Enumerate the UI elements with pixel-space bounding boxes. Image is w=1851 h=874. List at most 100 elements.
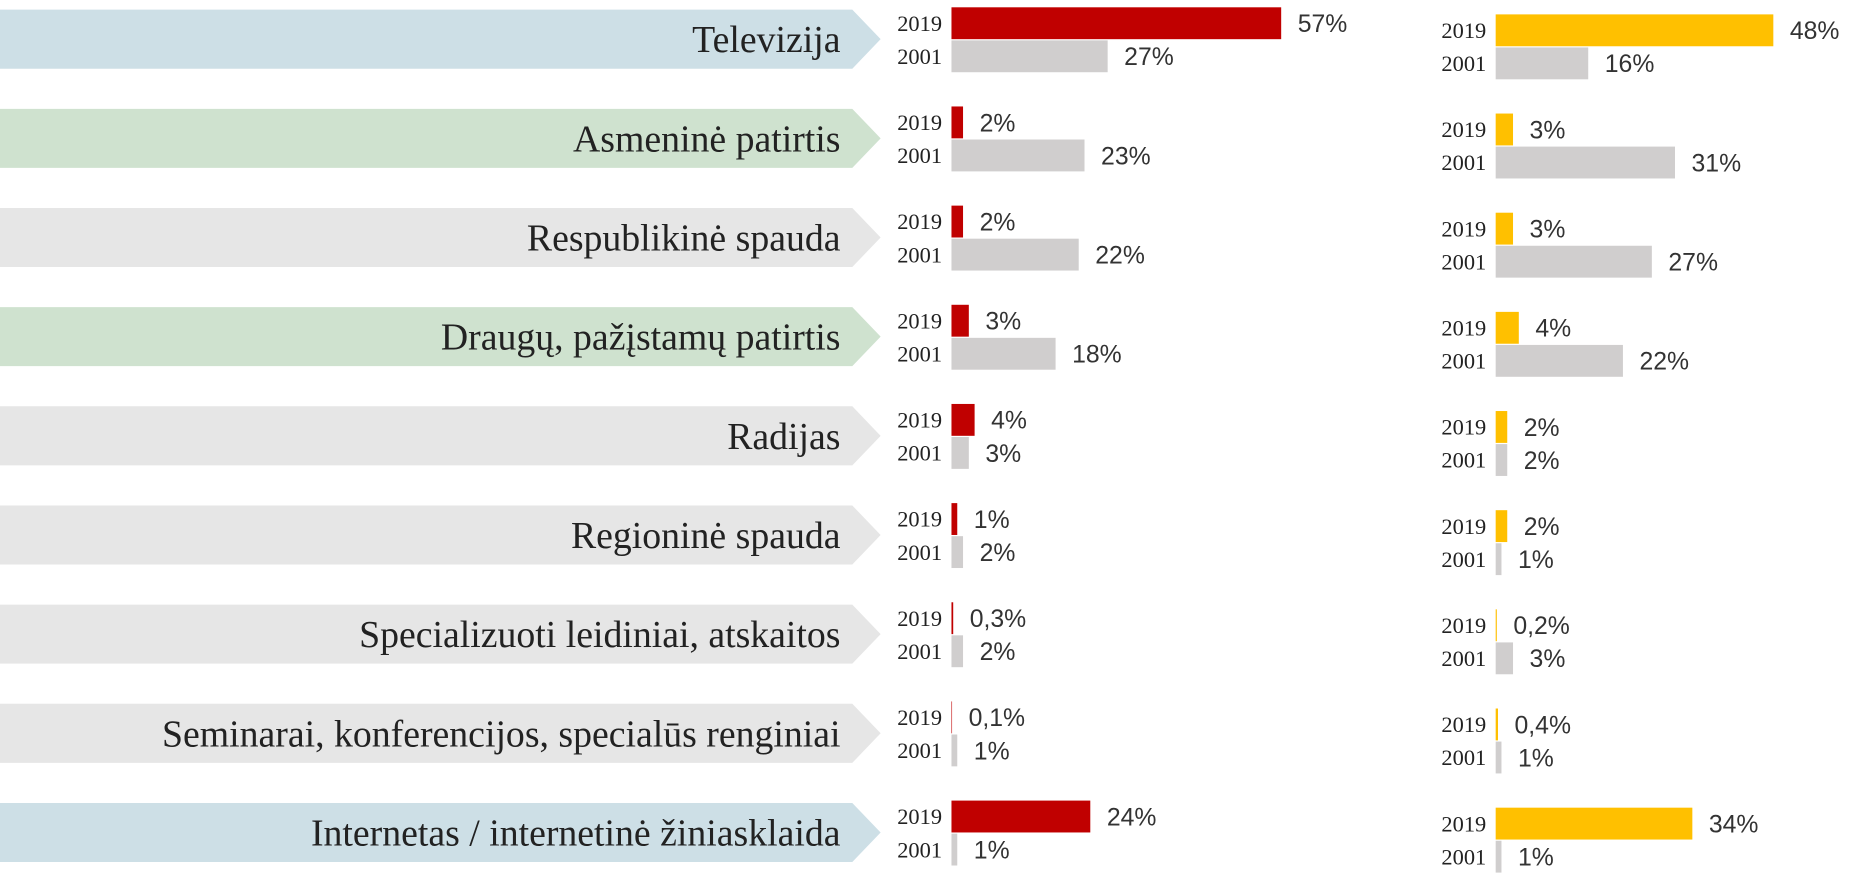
year-label: 2019 — [897, 804, 942, 829]
bar — [1495, 411, 1508, 443]
bar — [951, 40, 1108, 73]
value-label: 1% — [974, 507, 1010, 534]
category-label: Regioninė spauda — [571, 515, 841, 557]
bar — [1495, 708, 1498, 741]
year-label: 2019 — [1441, 117, 1486, 142]
bar — [951, 337, 1056, 370]
value-label: 2% — [1524, 448, 1560, 475]
category-label: Seminarai, konferencijos, specialūs reng… — [162, 713, 841, 755]
year-label: 2019 — [897, 209, 942, 234]
category-band — [0, 9, 881, 69]
bar — [951, 437, 969, 469]
bar — [951, 833, 958, 866]
bar — [951, 7, 1282, 40]
value-label: 4% — [991, 408, 1027, 435]
year-label: 2001 — [897, 837, 942, 862]
category-band — [0, 505, 881, 565]
year-label: 2001 — [897, 242, 942, 267]
value-label: 0,4% — [1515, 712, 1571, 739]
value-label: 0,2% — [1513, 613, 1569, 640]
bar — [1495, 642, 1514, 675]
category-label: Draugų, pažįstamų patirtis — [441, 317, 841, 359]
year-label: 2019 — [1441, 315, 1486, 340]
year-label: 2019 — [1441, 415, 1486, 440]
bar — [1495, 245, 1652, 278]
bar — [1495, 113, 1514, 146]
year-label: 2019 — [1441, 514, 1486, 539]
year-label: 2001 — [1441, 547, 1486, 572]
year-label: 2001 — [897, 639, 942, 664]
value-label: 22% — [1639, 349, 1689, 376]
year-label: 2001 — [897, 143, 942, 168]
value-label: 1% — [1518, 547, 1554, 574]
bar — [1495, 212, 1514, 245]
value-label: 4% — [1535, 316, 1571, 343]
year-label: 2001 — [897, 44, 942, 69]
bar — [951, 635, 964, 668]
value-label: 27% — [1668, 250, 1718, 277]
year-label: 2019 — [897, 606, 942, 631]
bar — [1495, 146, 1675, 179]
bar — [1495, 609, 1497, 642]
value-label: 34% — [1709, 811, 1759, 838]
value-label: 0,3% — [970, 606, 1026, 633]
year-label: 2019 — [897, 110, 942, 135]
bar — [1495, 14, 1774, 47]
bar — [951, 701, 953, 734]
bar — [951, 304, 969, 337]
value-label: 0,1% — [969, 705, 1025, 732]
bar — [951, 139, 1085, 172]
year-label: 2019 — [897, 507, 942, 532]
bar — [951, 800, 1091, 833]
year-label: 2001 — [1441, 448, 1486, 473]
value-label: 2% — [980, 209, 1016, 236]
category-label: Respublikinė spauda — [527, 217, 841, 259]
bar — [1495, 47, 1589, 80]
year-label: 2001 — [1441, 844, 1486, 869]
value-label: 1% — [1518, 845, 1554, 872]
value-label: 57% — [1298, 11, 1348, 38]
year-label: 2019 — [1441, 811, 1486, 836]
bar — [1495, 311, 1519, 344]
bar — [951, 602, 954, 635]
year-label: 2019 — [1441, 712, 1486, 737]
year-label: 2001 — [1441, 646, 1486, 671]
year-label: 2019 — [1441, 613, 1486, 638]
year-label: 2001 — [897, 738, 942, 763]
value-label: 27% — [1124, 44, 1174, 71]
category-label: Radijas — [727, 416, 840, 458]
category-band — [0, 604, 881, 664]
bar — [951, 536, 964, 569]
category-label: Asmeninė patirtis — [573, 118, 840, 160]
bar — [951, 503, 958, 535]
value-label: 2% — [980, 639, 1016, 666]
bar — [1495, 543, 1502, 576]
value-label: 3% — [1530, 216, 1566, 243]
value-label: 3% — [985, 309, 1021, 336]
bar — [951, 106, 964, 139]
category-band — [0, 307, 881, 367]
year-label: 2019 — [1441, 18, 1486, 43]
bar — [1495, 444, 1508, 476]
year-label: 2001 — [897, 540, 942, 565]
bar — [951, 734, 958, 767]
year-label: 2019 — [897, 308, 942, 333]
year-label: 2001 — [1441, 745, 1486, 770]
bar — [1495, 741, 1502, 774]
year-label: 2001 — [897, 341, 942, 366]
year-label: 2019 — [897, 705, 942, 730]
value-label: 2% — [980, 540, 1016, 567]
value-label: 16% — [1605, 51, 1655, 78]
category-label: Internetas / internetinė žiniasklaida — [311, 812, 841, 854]
value-label: 3% — [1530, 117, 1566, 144]
bar — [1495, 807, 1693, 840]
year-label: 2019 — [897, 408, 942, 433]
bar — [951, 403, 975, 436]
value-label: 2% — [1524, 514, 1560, 541]
value-label: 1% — [974, 738, 1010, 765]
value-label: 18% — [1072, 342, 1122, 369]
bar — [1495, 510, 1508, 543]
value-label: 3% — [985, 441, 1021, 468]
